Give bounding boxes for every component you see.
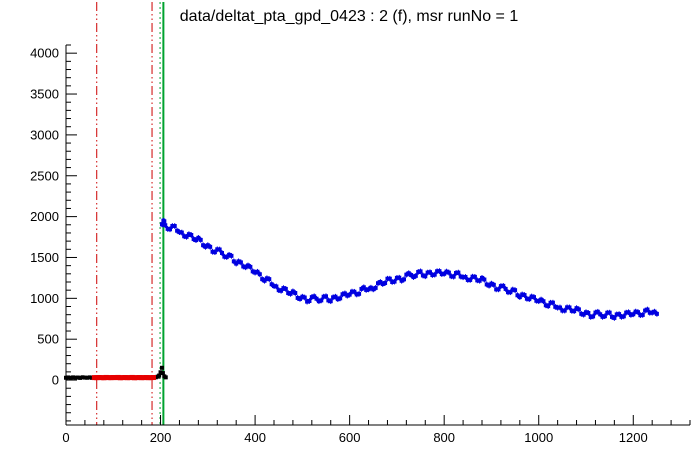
fit-range-lines [96,2,165,425]
svg-text:2000: 2000 [30,209,59,224]
svg-text:4000: 4000 [30,46,59,61]
plot-title: data/deltat_pta_gpd_0423 : 2 (f), msr ru… [180,8,519,25]
svg-text:200: 200 [150,430,172,445]
svg-text:2500: 2500 [30,168,59,183]
svg-text:1000: 1000 [524,430,553,445]
svg-text:1000: 1000 [30,291,59,306]
data-series [64,217,659,381]
svg-text:0: 0 [52,373,59,388]
svg-text:3500: 3500 [30,87,59,102]
svg-text:3000: 3000 [30,127,59,142]
svg-text:1200: 1200 [619,430,648,445]
svg-text:400: 400 [244,430,266,445]
svg-text:0: 0 [62,430,69,445]
svg-text:500: 500 [37,332,59,347]
svg-text:800: 800 [433,430,455,445]
svg-text:600: 600 [339,430,361,445]
axes: 0 500 1000 1500 2000 2500 3000 3500 4000 0 200 400 6… [30,44,691,445]
svg-text:1500: 1500 [30,250,59,265]
